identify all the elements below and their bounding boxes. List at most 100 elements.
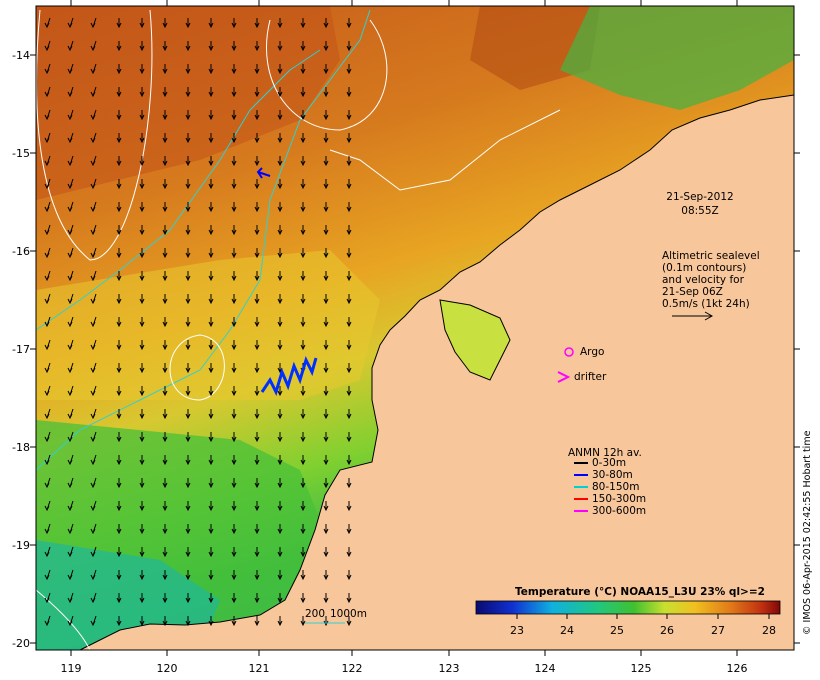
anmn-arrow-blue xyxy=(256,167,271,179)
velocity-arrow xyxy=(67,86,74,98)
velocity-arrow xyxy=(67,201,74,213)
velocity-arrow xyxy=(139,87,145,98)
velocity-arrow xyxy=(208,179,214,190)
velocity-arrow xyxy=(139,547,145,558)
velocity-arrow xyxy=(116,248,122,259)
velocity-arrow xyxy=(208,616,214,627)
velocity-arrow xyxy=(277,317,283,328)
velocity-arrow xyxy=(67,362,74,374)
anmn-legend-label: 150-300m xyxy=(592,493,646,505)
velocity-arrow xyxy=(139,363,145,374)
velocity-arrow xyxy=(162,593,168,604)
velocity-arrow xyxy=(162,133,168,144)
velocity-arrow xyxy=(323,294,329,305)
velocity-arrow xyxy=(277,179,283,190)
altimetry-note-line: and velocity for xyxy=(662,274,745,286)
velocity-arrow xyxy=(185,317,191,328)
velocity-arrow xyxy=(323,87,329,98)
velocity-arrow xyxy=(162,294,168,305)
velocity-arrow xyxy=(185,593,191,604)
velocity-arrow xyxy=(44,339,51,351)
velocity-arrow xyxy=(139,294,145,305)
colorbar-tick-label: 25 xyxy=(610,624,624,637)
velocity-arrow xyxy=(254,179,260,190)
velocity-arrow xyxy=(208,110,214,121)
velocity-arrow xyxy=(323,41,329,52)
velocity-arrow xyxy=(185,455,191,466)
velocity-arrow xyxy=(90,109,97,121)
velocity-arrow xyxy=(185,570,191,581)
velocity-arrow xyxy=(208,524,214,535)
colorbar-tick-label: 24 xyxy=(560,624,574,637)
velocity-arrow xyxy=(44,385,51,397)
velocity-arrow xyxy=(323,248,329,259)
velocity-arrow xyxy=(185,616,191,627)
velocity-arrow xyxy=(208,225,214,236)
velocity-arrow xyxy=(231,87,237,98)
velocity-arrow xyxy=(67,40,74,52)
altimetry-note-line: 0.5m/s (1kt 24h) xyxy=(662,298,750,310)
velocity-arrow xyxy=(67,592,74,604)
velocity-arrow xyxy=(139,409,145,420)
velocity-arrow xyxy=(90,63,97,75)
velocity-arrow xyxy=(90,132,97,144)
velocity-arrow xyxy=(67,224,74,236)
velocity-arrow xyxy=(44,270,51,282)
lat-tick-label: -14 xyxy=(12,49,30,62)
velocity-arrow xyxy=(323,524,329,535)
velocity-arrow xyxy=(300,179,306,190)
velocity-arrow xyxy=(90,40,97,52)
anmn-legend: ANMN 12h av. 0-30m30-80m80-150m150-300m3… xyxy=(568,447,646,517)
velocity-arrow xyxy=(277,294,283,305)
anmn-legend-title: ANMN 12h av. xyxy=(568,447,642,459)
velocity-arrow xyxy=(208,570,214,581)
velocity-arrow xyxy=(116,570,122,581)
velocity-arrow xyxy=(231,340,237,351)
velocity-arrow xyxy=(90,569,97,581)
velocity-arrow xyxy=(44,178,51,190)
velocity-arrow xyxy=(44,224,51,236)
velocity-arrow xyxy=(185,363,191,374)
velocity-arrow xyxy=(300,18,306,29)
velocity-arrow xyxy=(44,155,51,167)
velocity-arrow xyxy=(231,432,237,443)
velocity-arrow xyxy=(208,18,214,29)
velocity-arrow xyxy=(300,386,306,397)
velocity-arrow xyxy=(162,478,168,489)
velocity-arrow xyxy=(90,454,97,466)
velocity-arrow xyxy=(346,271,352,282)
velocity-arrow xyxy=(185,110,191,121)
anmn-legend-label: 30-80m xyxy=(592,469,633,481)
velocity-arrow xyxy=(231,409,237,420)
velocity-arrow xyxy=(139,317,145,328)
velocity-arrow xyxy=(346,294,352,305)
velocity-arrow xyxy=(231,386,237,397)
velocity-arrow xyxy=(67,431,74,443)
velocity-arrow xyxy=(231,455,237,466)
velocity-arrow xyxy=(254,616,260,627)
velocity-arrow xyxy=(300,593,306,604)
velocity-arrow xyxy=(254,570,260,581)
velocity-arrow xyxy=(67,155,74,167)
velocity-arrow xyxy=(346,133,352,144)
velocity-arrow xyxy=(116,547,122,558)
velocity-arrow xyxy=(67,408,74,420)
colorbar-title: Temperature (°C) NOAA15_L3U 23% ql>=2 xyxy=(515,586,765,598)
velocity-arrow xyxy=(300,478,306,489)
velocity-arrow xyxy=(44,546,51,558)
velocity-arrow xyxy=(162,317,168,328)
velocity-arrow xyxy=(277,156,283,167)
velocity-arrow xyxy=(300,570,306,581)
velocity-arrow xyxy=(139,110,145,121)
velocity-arrow xyxy=(185,156,191,167)
velocity-arrow xyxy=(67,477,74,489)
velocity-arrow xyxy=(277,570,283,581)
velocity-arrow xyxy=(231,248,237,259)
velocity-arrow xyxy=(139,248,145,259)
anmn-30-80m-track xyxy=(260,355,318,397)
velocity-arrow xyxy=(67,293,74,305)
velocity-arrow xyxy=(67,546,74,558)
velocity-arrow xyxy=(254,363,260,374)
velocity-arrow xyxy=(254,294,260,305)
velocity-arrow xyxy=(346,409,352,420)
